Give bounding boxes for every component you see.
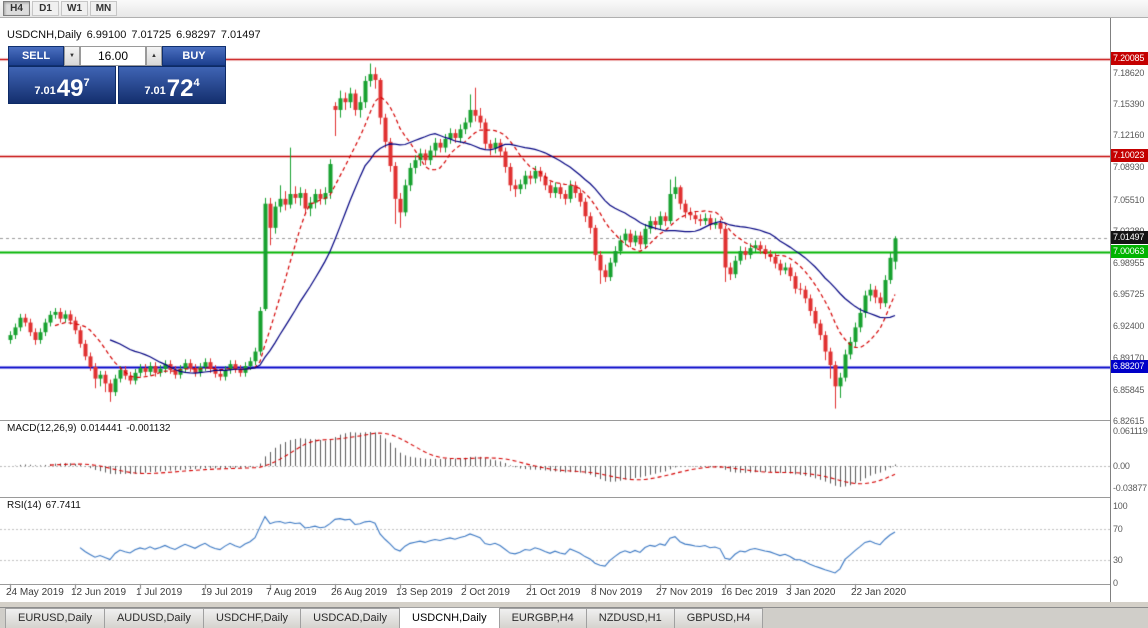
- macd-name: MACD(12,26,9): [7, 423, 77, 434]
- volume-increase-button[interactable]: ▲: [146, 46, 162, 66]
- time-axis-label: 16 Dec 2019: [721, 587, 778, 598]
- chart-close-value: 7.01497: [220, 29, 261, 41]
- current-price-badge: 7.01497: [1111, 231, 1148, 245]
- buy-button[interactable]: BUY: [162, 46, 226, 66]
- price-axis-label: 6.92400: [1113, 321, 1145, 332]
- macd-indicator-label: MACD(12,26,9) 0.014441 -0.001132: [7, 423, 174, 434]
- timeframe-d1-button[interactable]: D1: [32, 1, 59, 16]
- chart-canvas[interactable]: [0, 18, 1110, 602]
- time-axis-label: 2 Oct 2019: [461, 587, 510, 598]
- rsi-value: 67.7411: [45, 500, 81, 511]
- chart-high-value: 7.01725: [131, 29, 172, 41]
- trade-panel-price-row: 7.01 49 7 7.01 72 4: [8, 66, 226, 104]
- price-level-badge: 7.20085: [1111, 51, 1148, 65]
- price-level-badge: 6.88207: [1111, 359, 1148, 373]
- timeframe-w1-button[interactable]: W1: [61, 1, 88, 16]
- time-axis-separator: [0, 584, 1148, 585]
- chart-tabbar: EURUSD,Daily AUDUSD,Daily USDCHF,Daily USDC…: [0, 607, 1148, 628]
- time-axis-label: 12 Jun 2019: [71, 587, 127, 598]
- rsi-axis-label: 70: [1113, 524, 1123, 535]
- macd-signal-value: -0.001132: [126, 423, 171, 434]
- macd-pane-separator[interactable]: [0, 420, 1148, 421]
- price-level-badge: 7.00063: [1111, 245, 1148, 259]
- chart-tab-usdcad-daily[interactable]: USDCAD,Daily: [300, 608, 401, 628]
- price-axis-label: 7.05510: [1113, 194, 1145, 205]
- chart-tab-eurgbp-h4[interactable]: EURGBP,H4: [498, 608, 587, 628]
- chart-tab-eurusd-daily[interactable]: EURUSD,Daily: [5, 608, 105, 628]
- time-axis-label: 1 Jul 2019: [136, 587, 183, 598]
- sell-price-main: 7.01: [34, 85, 56, 97]
- volume-decrease-button[interactable]: ▼: [64, 46, 80, 66]
- time-axis[interactable]: 24 May 2019 12 Jun 2019 1 Jul 2019 19 Jul 2…: [0, 584, 1110, 602]
- buy-price-sup: 4: [193, 77, 200, 89]
- sell-button[interactable]: SELL: [8, 46, 64, 66]
- chevron-down-icon: ▼: [69, 53, 75, 59]
- one-click-trading-panel: SELL ▼ 16.00 ▲ BUY 7.01 49 7 7.01 72 4: [8, 46, 226, 104]
- macd-axis-label: -0.03877: [1113, 483, 1147, 494]
- chart-symbol-period: USDCNH,Daily: [7, 29, 82, 41]
- sell-price-button[interactable]: 7.01 49 7: [8, 66, 116, 104]
- price-axis-label: 7.18620: [1113, 68, 1145, 78]
- buy-price-main: 7.01: [144, 85, 166, 97]
- macd-axis-label: 0.00: [1113, 461, 1130, 471]
- buy-price-big: 72: [166, 75, 194, 102]
- chart-title: USDCNH,Daily 6.99100 7.01725 6.98297 7.01497: [7, 29, 266, 41]
- timeframe-h4-button[interactable]: H4: [3, 1, 30, 16]
- buy-price-button[interactable]: 7.01 72 4: [118, 66, 226, 104]
- macd-axis-label: 0.061119: [1113, 425, 1148, 436]
- sell-price-sup: 7: [83, 77, 90, 89]
- rsi-axis-label: 30: [1113, 554, 1123, 565]
- price-axis-label: 6.98955: [1113, 258, 1145, 269]
- price-axis[interactable]: 7.18620 7.15390 7.12160 7.08930 7.05510 7.022…: [1110, 18, 1148, 602]
- price-axis-label: 6.95725: [1113, 289, 1145, 300]
- time-axis-label: 3 Jan 2020: [786, 587, 836, 598]
- chart-tab-usdchf-daily[interactable]: USDCHF,Daily: [202, 608, 302, 628]
- time-axis-label: 24 May 2019: [6, 587, 64, 598]
- price-axis-label: 7.08930: [1113, 161, 1145, 172]
- chart-tab-usdcnh-daily[interactable]: USDCNH,Daily: [399, 607, 500, 628]
- price-axis-label: 7.15390: [1113, 99, 1145, 110]
- time-axis-label: 8 Nov 2019: [591, 587, 643, 598]
- time-axis-label: 27 Nov 2019: [656, 587, 713, 598]
- chart-tab-audusd-daily[interactable]: AUDUSD,Daily: [103, 608, 204, 628]
- chart-window: USDCNH,Daily 6.99100 7.01725 6.98297 7.01497…: [0, 18, 1148, 602]
- rsi-axis-label: 100: [1113, 501, 1128, 511]
- price-axis-label: 6.82615: [1113, 415, 1145, 426]
- price-axis-label: 6.85845: [1113, 384, 1145, 395]
- chevron-up-icon: ▲: [151, 53, 157, 59]
- sell-price-big: 49: [56, 75, 84, 102]
- time-axis-label: 22 Jan 2020: [851, 587, 907, 598]
- rsi-indicator-label: RSI(14) 67.7411: [7, 500, 85, 511]
- chart-tab-gbpusd-h4[interactable]: GBPUSD,H4: [673, 608, 764, 628]
- time-axis-label: 19 Jul 2019: [201, 587, 253, 598]
- chart-tab-nzdusd-h1[interactable]: NZDUSD,H1: [585, 608, 675, 628]
- rsi-axis-label: 0: [1113, 578, 1118, 588]
- volume-input[interactable]: 16.00: [80, 46, 146, 66]
- timeframe-toolbar: H4 D1 W1 MN: [0, 0, 1148, 18]
- trade-panel-top-row: SELL ▼ 16.00 ▲ BUY: [8, 46, 226, 66]
- chart-low-value: 6.98297: [176, 29, 216, 41]
- time-axis-label: 7 Aug 2019: [266, 587, 317, 598]
- chart-open-value: 6.99100: [86, 29, 127, 41]
- price-axis-label: 7.12160: [1113, 130, 1145, 141]
- price-axis-label: 7.02280: [1113, 226, 1144, 236]
- timeframe-mn-button[interactable]: MN: [90, 1, 117, 16]
- time-axis-label: 13 Sep 2019: [396, 587, 453, 598]
- price-axis-label: 6.89170: [1113, 352, 1145, 363]
- time-axis-label: 21 Oct 2019: [526, 587, 581, 598]
- price-level-badge: 7.10023: [1111, 149, 1148, 163]
- time-axis-label: 26 Aug 2019: [331, 587, 388, 598]
- rsi-pane-separator[interactable]: [0, 497, 1148, 498]
- macd-main-value: 0.014441: [80, 423, 123, 434]
- rsi-name: RSI(14): [7, 500, 42, 511]
